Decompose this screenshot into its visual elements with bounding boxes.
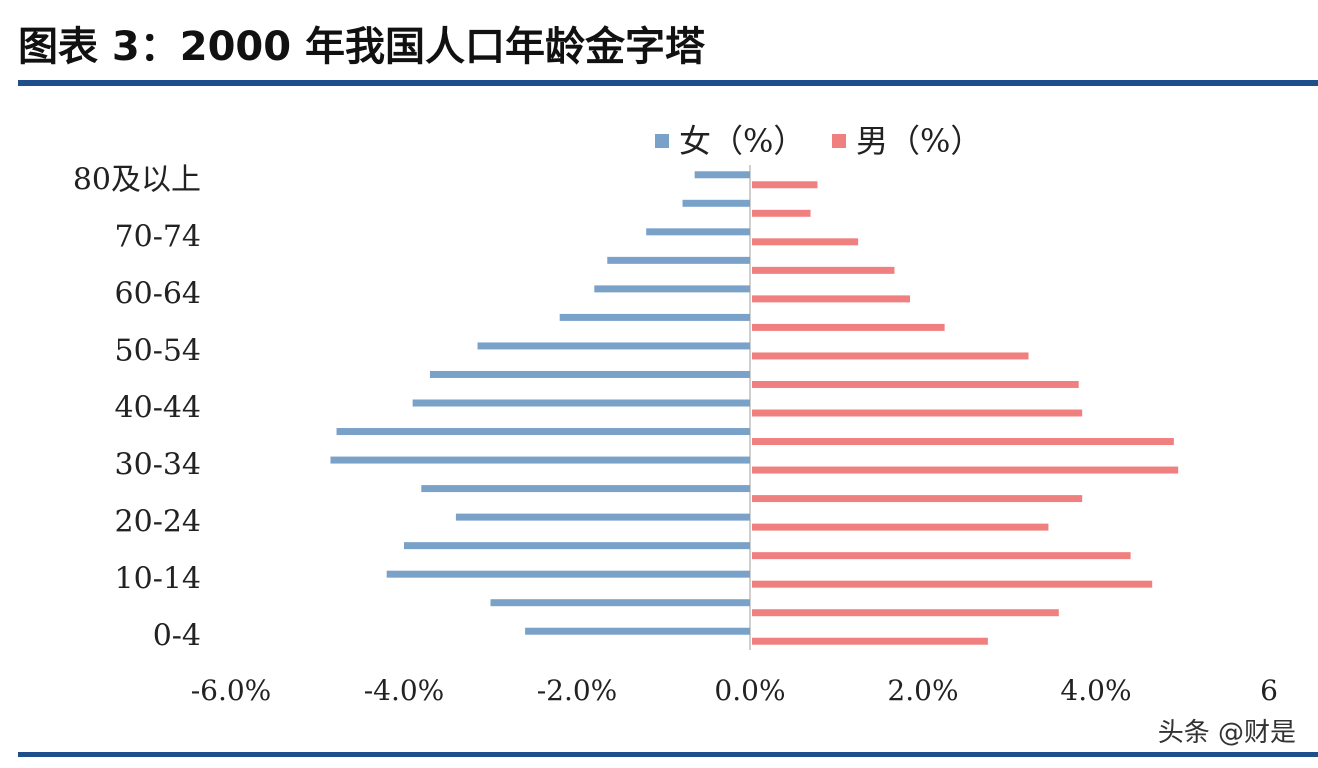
page-title: 图表 3：2000 年我国人口年龄金字塔 — [18, 24, 706, 70]
bar-female-60-64 — [594, 285, 750, 293]
bar-male-55-59 — [752, 323, 945, 331]
bar-female-0-4 — [525, 627, 750, 635]
x-tick-label: -2.0% — [537, 674, 618, 707]
x-tick-label: 6 — [1260, 674, 1278, 707]
x-tick-label: -6.0% — [191, 674, 272, 707]
x-tick-label: -4.0% — [364, 674, 445, 707]
bar-male-40-44 — [752, 409, 1083, 417]
legend-swatch-1 — [832, 134, 846, 148]
bar-male-0-4 — [752, 637, 988, 645]
bar-female-65-69 — [607, 256, 750, 264]
x-tick-label: 0.0% — [714, 674, 785, 707]
legend-swatch-0 — [655, 134, 669, 148]
bar-male-80及以上 — [752, 181, 818, 189]
bar-male-65-69 — [752, 266, 895, 274]
bar-male-70-74 — [752, 238, 859, 246]
bar-female-45-49 — [429, 370, 750, 378]
category-label: 10-14 — [115, 562, 201, 597]
bar-female-35-39 — [336, 428, 750, 436]
watermark: 头条 @财是 — [1157, 718, 1296, 748]
bar-female-5-9 — [490, 599, 750, 607]
legend-label: 女（%） — [679, 122, 805, 160]
bar-female-30-34 — [330, 456, 750, 464]
bar-female-50-54 — [477, 342, 750, 350]
category-label: 20-24 — [115, 505, 201, 540]
bar-male-50-54 — [752, 352, 1029, 360]
bar-female-10-14 — [386, 570, 750, 578]
x-tick-label: 2.0% — [887, 674, 958, 707]
category-label: 50-54 — [115, 333, 201, 368]
bar-female-75-79 — [682, 199, 750, 207]
top-divider — [18, 80, 1318, 86]
category-label: 30-34 — [115, 448, 201, 483]
category-label: 80及以上 — [73, 162, 201, 197]
bar-male-5-9 — [752, 609, 1059, 617]
bar-male-10-14 — [752, 580, 1153, 588]
bar-female-40-44 — [412, 399, 750, 407]
bar-female-15-19 — [404, 542, 750, 550]
bar-male-35-39 — [752, 438, 1174, 446]
bar-male-60-64 — [752, 295, 911, 303]
bar-female-80及以上 — [694, 171, 750, 179]
category-label: 70-74 — [115, 219, 201, 254]
bar-female-55-59 — [559, 313, 750, 321]
bar-male-15-19 — [752, 552, 1131, 560]
bar-female-20-24 — [455, 513, 750, 521]
legend-label: 男（%） — [856, 122, 982, 160]
bar-male-20-24 — [752, 523, 1049, 531]
x-tick-label: 4.0% — [1060, 674, 1131, 707]
bar-male-25-29 — [752, 495, 1083, 503]
bottom-divider — [18, 752, 1318, 757]
bar-female-70-74 — [646, 228, 750, 236]
bar-male-30-34 — [752, 466, 1179, 474]
category-label: 40-44 — [115, 391, 201, 426]
category-label: 0-4 — [153, 619, 201, 654]
bar-female-25-29 — [421, 485, 750, 493]
bar-male-45-49 — [752, 380, 1079, 388]
bar-male-75-79 — [752, 209, 811, 217]
category-label: 60-64 — [115, 276, 201, 311]
